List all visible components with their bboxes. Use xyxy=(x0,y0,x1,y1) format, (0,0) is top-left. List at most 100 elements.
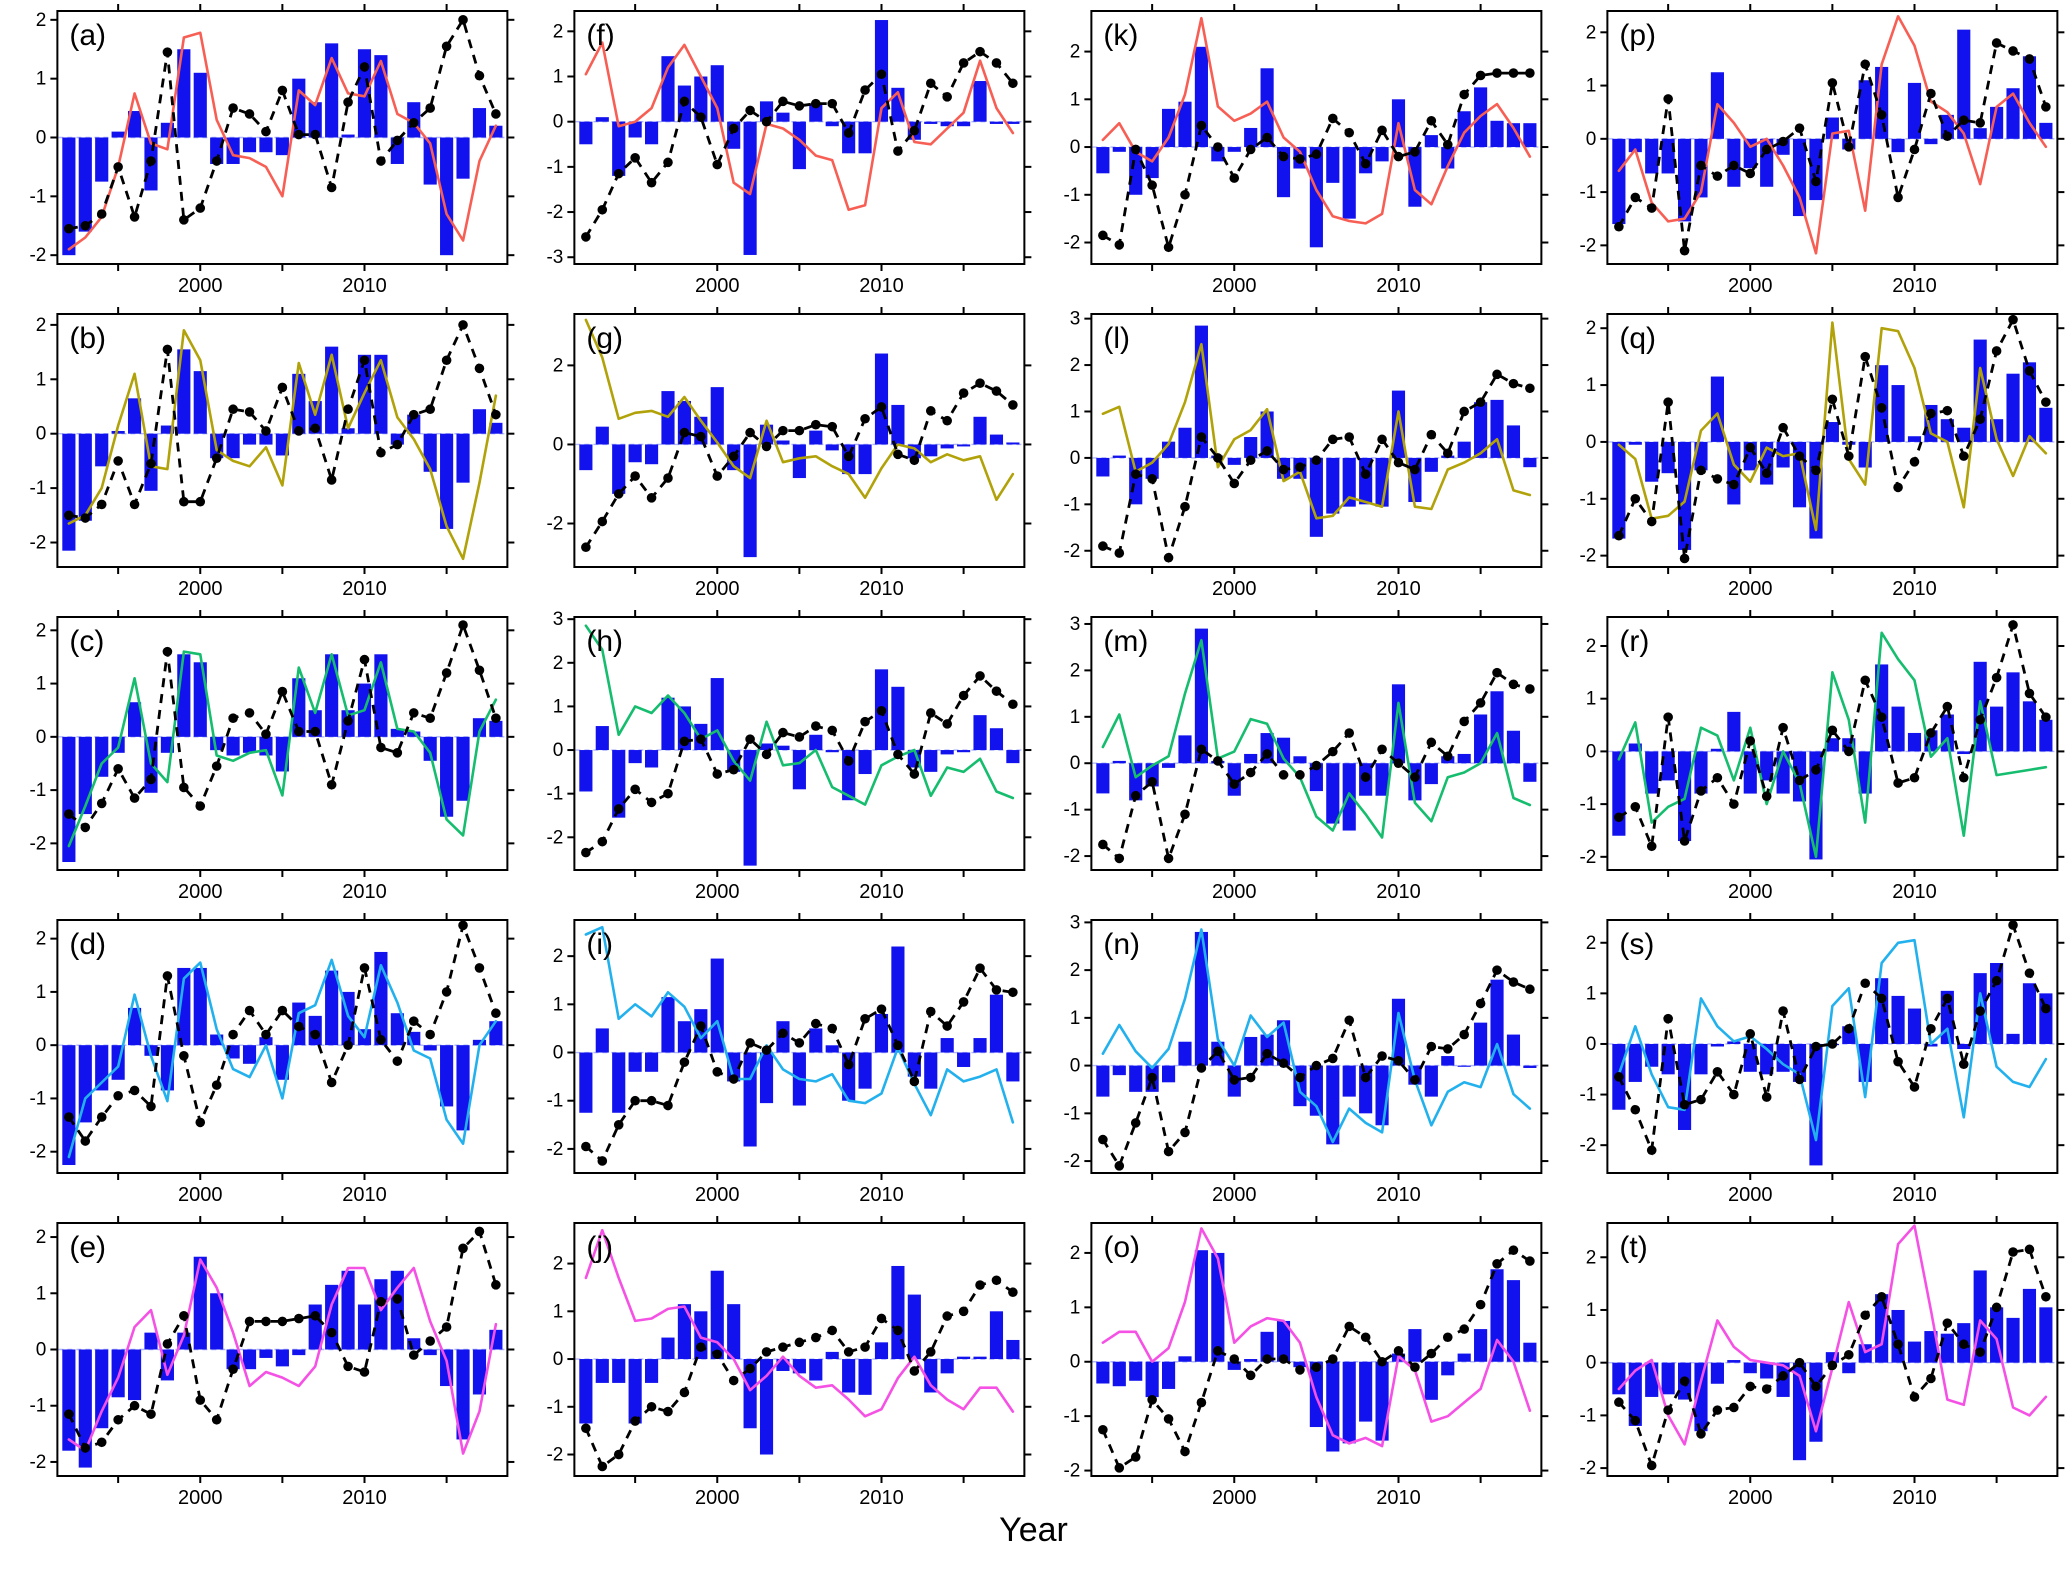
dot xyxy=(1975,1006,1986,1016)
bar xyxy=(2039,1307,2053,1363)
panel-chart: 2000 2010 -2 -1 0 1 2 3 (l) xyxy=(1033,303,1550,606)
y-tick-label: -1 xyxy=(1580,489,1597,510)
bar xyxy=(611,444,626,494)
x-tick-label: 2000 xyxy=(695,578,740,600)
dot xyxy=(211,761,222,771)
dot xyxy=(1376,1051,1387,1061)
dot xyxy=(1508,1245,1518,1256)
dot xyxy=(1491,965,1502,975)
y-tick-label: -2 xyxy=(1063,541,1080,562)
panel-p: 2000 2010 -2 -1 0 1 2 (p) xyxy=(1550,0,2067,303)
bar xyxy=(308,102,322,138)
dot xyxy=(261,426,271,436)
bar xyxy=(1325,763,1339,824)
dot xyxy=(376,156,386,166)
dot xyxy=(761,1045,772,1055)
bar xyxy=(1006,1052,1020,1082)
dot xyxy=(1893,482,1904,493)
bar xyxy=(611,1052,626,1113)
bar xyxy=(2006,1033,2020,1044)
x-tick-label: 2010 xyxy=(342,1487,387,1509)
dot xyxy=(211,156,222,166)
y-tick-label: 0 xyxy=(1586,1353,1597,1374)
dot xyxy=(1311,1060,1321,1071)
dot xyxy=(827,725,837,736)
dot xyxy=(1311,1362,1321,1372)
bar xyxy=(694,1009,708,1053)
observed-dashed-line xyxy=(580,671,1018,858)
dot xyxy=(1926,88,1936,99)
x-axis-ticks: 2000 2010 xyxy=(1667,913,1998,1206)
bar xyxy=(259,433,273,445)
dot xyxy=(1712,772,1723,783)
dot xyxy=(958,58,969,68)
bar xyxy=(489,422,503,434)
dot xyxy=(1491,369,1502,380)
bar xyxy=(1424,763,1438,785)
y-tick-label: 0 xyxy=(1586,741,1597,762)
x-tick-label: 2010 xyxy=(859,275,904,297)
x-axis-ticks: 2000 2010 xyxy=(1667,610,1998,903)
y-tick-label: 2 xyxy=(1586,636,1597,657)
dot xyxy=(1762,1384,1772,1394)
y-tick-label: 0 xyxy=(1069,1056,1080,1077)
dot xyxy=(843,1059,854,1070)
bar xyxy=(595,1359,609,1383)
bar xyxy=(1292,1361,1307,1368)
dot xyxy=(1614,530,1624,541)
dot xyxy=(1926,1023,1936,1034)
bar xyxy=(989,728,1003,751)
panel-chart: 2000 2010 -2 -1 0 1 2 (d) xyxy=(0,909,517,1212)
dot xyxy=(1278,1354,1288,1364)
x-axis-ticks: 2000 2010 xyxy=(117,913,448,1206)
bar xyxy=(858,750,872,775)
dot xyxy=(695,734,706,744)
model-line xyxy=(584,1228,1014,1418)
bar xyxy=(776,745,790,751)
bar xyxy=(1177,735,1192,764)
dot xyxy=(343,1361,353,1372)
x-tick-label: 2000 xyxy=(178,1487,223,1509)
bar xyxy=(1473,1329,1487,1362)
dot xyxy=(745,427,755,438)
bar xyxy=(1522,1342,1536,1362)
bar xyxy=(193,371,207,434)
bar xyxy=(242,1349,257,1370)
observed-dashed-line xyxy=(1097,68,1535,253)
dot xyxy=(491,1280,501,1290)
bar xyxy=(1243,437,1257,458)
bar xyxy=(242,1045,257,1064)
bar xyxy=(95,1349,109,1429)
bar xyxy=(177,967,191,1046)
dot xyxy=(1426,429,1436,440)
dot xyxy=(1376,1356,1387,1367)
dot xyxy=(810,98,821,109)
dot xyxy=(343,404,353,415)
dot xyxy=(1426,737,1436,748)
dot xyxy=(1228,1075,1239,1085)
x-tick-label: 2010 xyxy=(1376,275,1421,297)
bar xyxy=(1374,147,1389,162)
dot xyxy=(1196,120,1206,131)
dot xyxy=(1442,751,1453,762)
model-line xyxy=(67,31,498,251)
panel-s: 2000 2010 -2 -1 0 1 2 (s) xyxy=(1550,909,2067,1212)
bar xyxy=(1522,1065,1536,1068)
dot xyxy=(1360,1332,1370,1343)
dot xyxy=(925,78,936,89)
x-axis-ticks: 2000 2010 xyxy=(633,913,965,1206)
x-tick-label: 2010 xyxy=(859,1184,904,1206)
dot xyxy=(580,847,591,858)
dot xyxy=(991,1275,1002,1286)
model-line xyxy=(1617,321,2048,532)
bar xyxy=(710,1270,724,1360)
model-line xyxy=(67,958,498,1159)
x-tick-label: 2000 xyxy=(1212,1487,1257,1509)
model-line xyxy=(1617,938,2048,1142)
x-tick-label: 2010 xyxy=(342,578,387,600)
dot xyxy=(261,1029,271,1040)
dot xyxy=(2008,620,2019,630)
bar xyxy=(1128,1065,1142,1092)
dot xyxy=(646,797,657,808)
bar xyxy=(1628,138,1643,153)
